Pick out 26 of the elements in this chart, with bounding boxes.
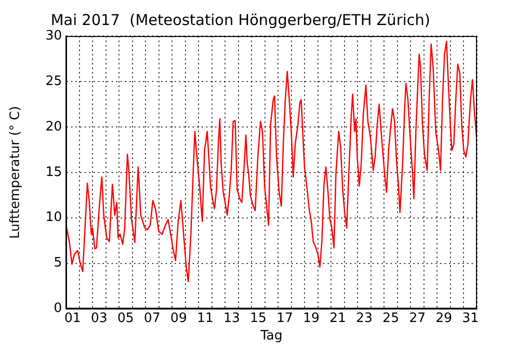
- chart-title: Mai 2017 (Meteostation Hönggerberg/ETH Zürich): [50, 10, 430, 29]
- x-tick-label: 23: [356, 310, 373, 326]
- x-tick-label: 27: [409, 310, 426, 326]
- y-tick-label: 25: [45, 74, 62, 89]
- y-tick-label: 20: [45, 119, 62, 134]
- x-tick-label: 21: [330, 310, 346, 326]
- x-tick-label: 01: [64, 310, 81, 326]
- x-tick-label: 19: [303, 310, 320, 326]
- x-tick-label: 15: [250, 310, 267, 326]
- x-tick-label: 29: [436, 310, 452, 326]
- x-tick-label: 03: [90, 310, 108, 326]
- x-tick-label: 31: [462, 310, 479, 326]
- x-tick-label: 17: [276, 310, 294, 326]
- x-tick-label: 05: [117, 310, 134, 326]
- y-tick-label: 10: [45, 210, 62, 226]
- y-axis-title: Lufttemperatur (° C): [8, 106, 24, 239]
- x-tick-label: 11: [196, 310, 214, 326]
- y-tick-label: 15: [45, 164, 62, 180]
- x-tick-label: 07: [144, 310, 160, 326]
- x-axis-title: Tag: [259, 328, 283, 344]
- x-tick-label: 09: [170, 310, 187, 326]
- y-tick-label: 0: [54, 301, 62, 316]
- y-tick-label: 5: [54, 256, 62, 271]
- x-tick-label: 25: [382, 310, 400, 326]
- y-tick-label: 30: [45, 28, 62, 44]
- x-tick-label: 13: [223, 310, 240, 326]
